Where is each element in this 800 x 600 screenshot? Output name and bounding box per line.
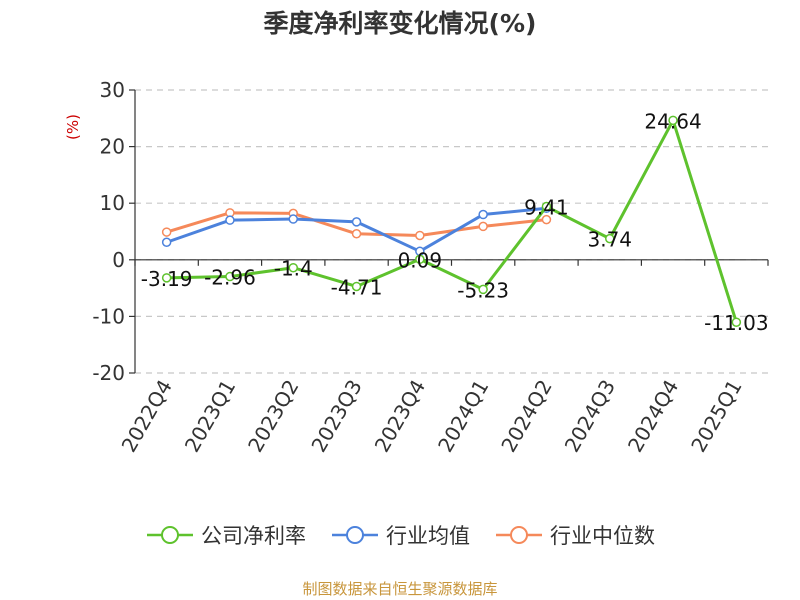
x-tick-label: 2025Q1 xyxy=(686,376,746,457)
x-tick-label: 2024Q1 xyxy=(433,376,493,457)
data-point xyxy=(288,262,298,273)
y-axis-label: (%) xyxy=(64,114,82,140)
data-point xyxy=(605,233,615,244)
legend-swatch-icon xyxy=(496,526,542,544)
legend-swatch-icon xyxy=(332,526,378,544)
x-tick-label: 2022Q4 xyxy=(117,376,177,457)
x-tick-label: 2023Q4 xyxy=(370,376,430,457)
data-point xyxy=(415,230,425,241)
data-point xyxy=(351,281,362,292)
source-note: 制图数据来自恒生聚源数据库 xyxy=(302,580,498,598)
data-label: -1.4 xyxy=(274,257,313,281)
x-tick-label: 2024Q4 xyxy=(623,376,683,457)
legend-label: 行业均值 xyxy=(386,524,470,548)
data-point xyxy=(225,271,235,282)
y-tick-label: 0 xyxy=(112,248,125,272)
data-point xyxy=(351,217,362,227)
data-point xyxy=(731,317,742,327)
data-point xyxy=(288,214,298,224)
data-point xyxy=(668,115,678,126)
series-lines xyxy=(161,115,742,327)
data-labels: -3.19 -2.96 -1.4 -4.71 0.09 -5.23 9.41 3.74 24.6… xyxy=(141,109,769,335)
data-label: -4.71 xyxy=(331,275,383,299)
y-tick-label: 20 xyxy=(100,135,125,159)
legend-label: 行业中位数 xyxy=(550,524,655,548)
data-point xyxy=(415,254,425,265)
x-tick-label: 2024Q2 xyxy=(496,376,556,457)
legend-item[interactable]: 行业均值 xyxy=(330,520,470,550)
y-tick-label: 10 xyxy=(100,191,125,215)
data-point xyxy=(478,221,488,232)
data-label: 9.41 xyxy=(524,196,569,220)
data-label: 24.64 xyxy=(644,109,701,133)
series-line xyxy=(166,118,738,323)
y-axis: -20 -10 0 10 20 30 (%) xyxy=(64,78,136,385)
y-tick-label: -20 xyxy=(92,361,125,385)
legend-label: 公司净利率 xyxy=(201,524,306,548)
legend: 公司净利率 行业均值 行业中位数 xyxy=(0,520,800,550)
legend-swatch-icon xyxy=(147,526,193,544)
y-tick-label: 30 xyxy=(100,78,125,102)
data-point xyxy=(161,227,172,237)
data-label: -5.23 xyxy=(457,278,509,302)
x-tick-label: 2023Q1 xyxy=(180,376,240,457)
x-tick-label: 2023Q2 xyxy=(243,376,303,457)
chart-title: 季度净利率变化情况(%) xyxy=(263,9,537,38)
x-tick-label: 2024Q3 xyxy=(560,376,620,457)
data-point xyxy=(541,214,552,225)
data-point xyxy=(351,229,362,239)
data-label: 0.09 xyxy=(398,248,443,272)
data-point xyxy=(478,209,488,220)
data-label: -11.03 xyxy=(704,311,768,335)
data-point xyxy=(161,273,172,283)
data-point xyxy=(541,201,552,212)
legend-item[interactable]: 行业中位数 xyxy=(494,520,655,550)
x-tick-label: 2023Q3 xyxy=(306,376,366,457)
data-point xyxy=(478,284,488,295)
data-label: -3.19 xyxy=(141,267,193,291)
legend-item[interactable]: 公司净利率 xyxy=(145,520,306,550)
y-tick-label: -10 xyxy=(92,304,125,328)
data-point xyxy=(161,237,172,248)
data-label: -2.96 xyxy=(204,266,256,290)
data-point xyxy=(225,215,235,225)
data-label: 3.74 xyxy=(587,228,632,252)
